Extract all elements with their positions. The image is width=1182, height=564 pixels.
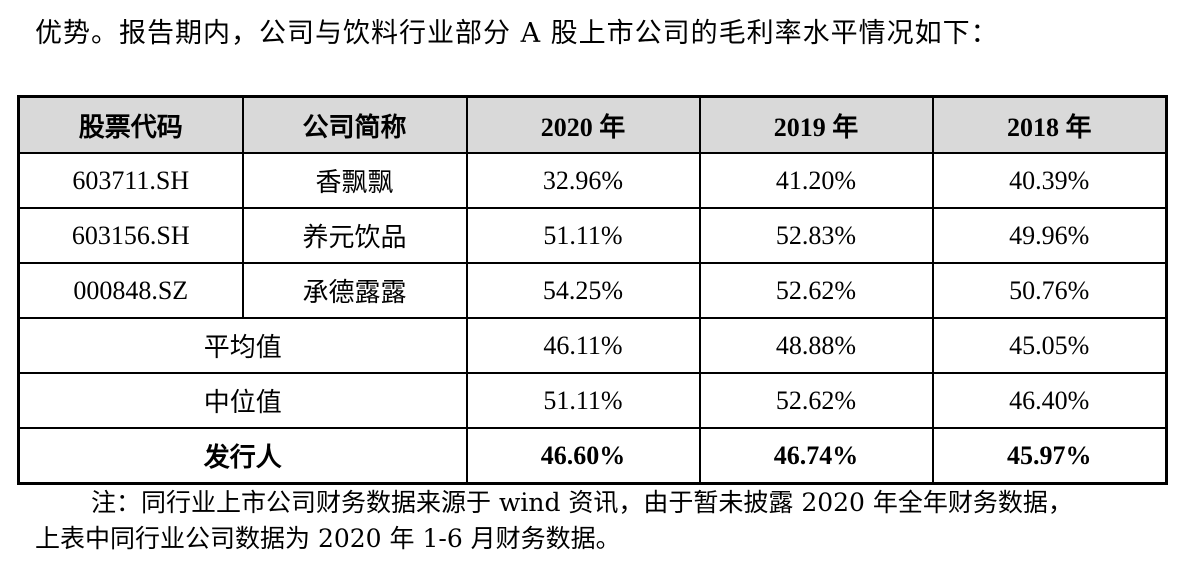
header-stock-code: 股票代码 (17, 95, 244, 154)
gross-margin-table: 股票代码 公司简称 2020 年 2019 年 2018 年 603711.SH… (17, 95, 1168, 485)
median-2018-cell: 46.40% (931, 372, 1168, 429)
issuer-2020-cell: 46.60% (465, 427, 701, 485)
median-label: 中位值 (17, 372, 468, 429)
average-2020-cell: 46.11% (465, 317, 701, 374)
table-header-row: 股票代码 公司简称 2020 年 2019 年 2018 年 (17, 95, 1168, 154)
header-2020: 2020 年 (465, 95, 701, 154)
table-row: 603156.SH 养元饮品 51.11% 52.83% 49.96% (17, 207, 1168, 264)
header-2019: 2019 年 (698, 95, 934, 154)
margin-2019-cell: 52.83% (698, 207, 934, 264)
stock-code-cell: 603156.SH (17, 207, 244, 264)
median-2020-cell: 51.11% (465, 372, 701, 429)
header-company-name: 公司简称 (241, 95, 468, 154)
margin-2018-cell: 49.96% (931, 207, 1168, 264)
intro-paragraph: 优势。报告期内，公司与饮料行业部分 A 股上市公司的毛利率水平情况如下： (35, 18, 999, 49)
average-2019-cell: 48.88% (698, 317, 934, 374)
margin-2018-cell: 40.39% (931, 152, 1168, 209)
company-name-cell: 养元饮品 (241, 207, 468, 264)
margin-2020-cell: 32.96% (465, 152, 701, 209)
table-row: 000848.SZ 承德露露 54.25% 52.62% 50.76% (17, 262, 1168, 319)
margin-2020-cell: 54.25% (465, 262, 701, 319)
margin-2020-cell: 51.11% (465, 207, 701, 264)
median-row: 中位值 51.11% 52.62% 46.40% (17, 372, 1168, 429)
header-2018: 2018 年 (931, 95, 1168, 154)
issuer-2018-cell: 45.97% (931, 427, 1168, 485)
issuer-2019-cell: 46.74% (698, 427, 934, 485)
margin-2019-cell: 52.62% (698, 262, 934, 319)
table-row: 603711.SH 香飘飘 32.96% 41.20% 40.39% (17, 152, 1168, 209)
stock-code-cell: 603711.SH (17, 152, 244, 209)
average-row: 平均值 46.11% 48.88% 45.05% (17, 317, 1168, 374)
average-2018-cell: 45.05% (931, 317, 1168, 374)
issuer-label: 发行人 (17, 427, 468, 485)
stock-code-cell: 000848.SZ (17, 262, 244, 319)
company-name-cell: 香飘飘 (241, 152, 468, 209)
issuer-row: 发行人 46.60% 46.74% 45.97% (17, 427, 1168, 485)
footnote-line-1: 注：同行业上市公司财务数据来源于 wind 资讯，由于暂未披露 2020 年全年… (91, 488, 1073, 517)
margin-2019-cell: 41.20% (698, 152, 934, 209)
median-2019-cell: 52.62% (698, 372, 934, 429)
table-footnote: 注：同行业上市公司财务数据来源于 wind 资讯，由于暂未披露 2020 年全年… (35, 485, 1155, 557)
average-label: 平均值 (17, 317, 468, 374)
margin-2018-cell: 50.76% (931, 262, 1168, 319)
company-name-cell: 承德露露 (241, 262, 468, 319)
footnote-line-2: 上表中同行业公司数据为 2020 年 1-6 月财务数据。 (35, 524, 621, 553)
